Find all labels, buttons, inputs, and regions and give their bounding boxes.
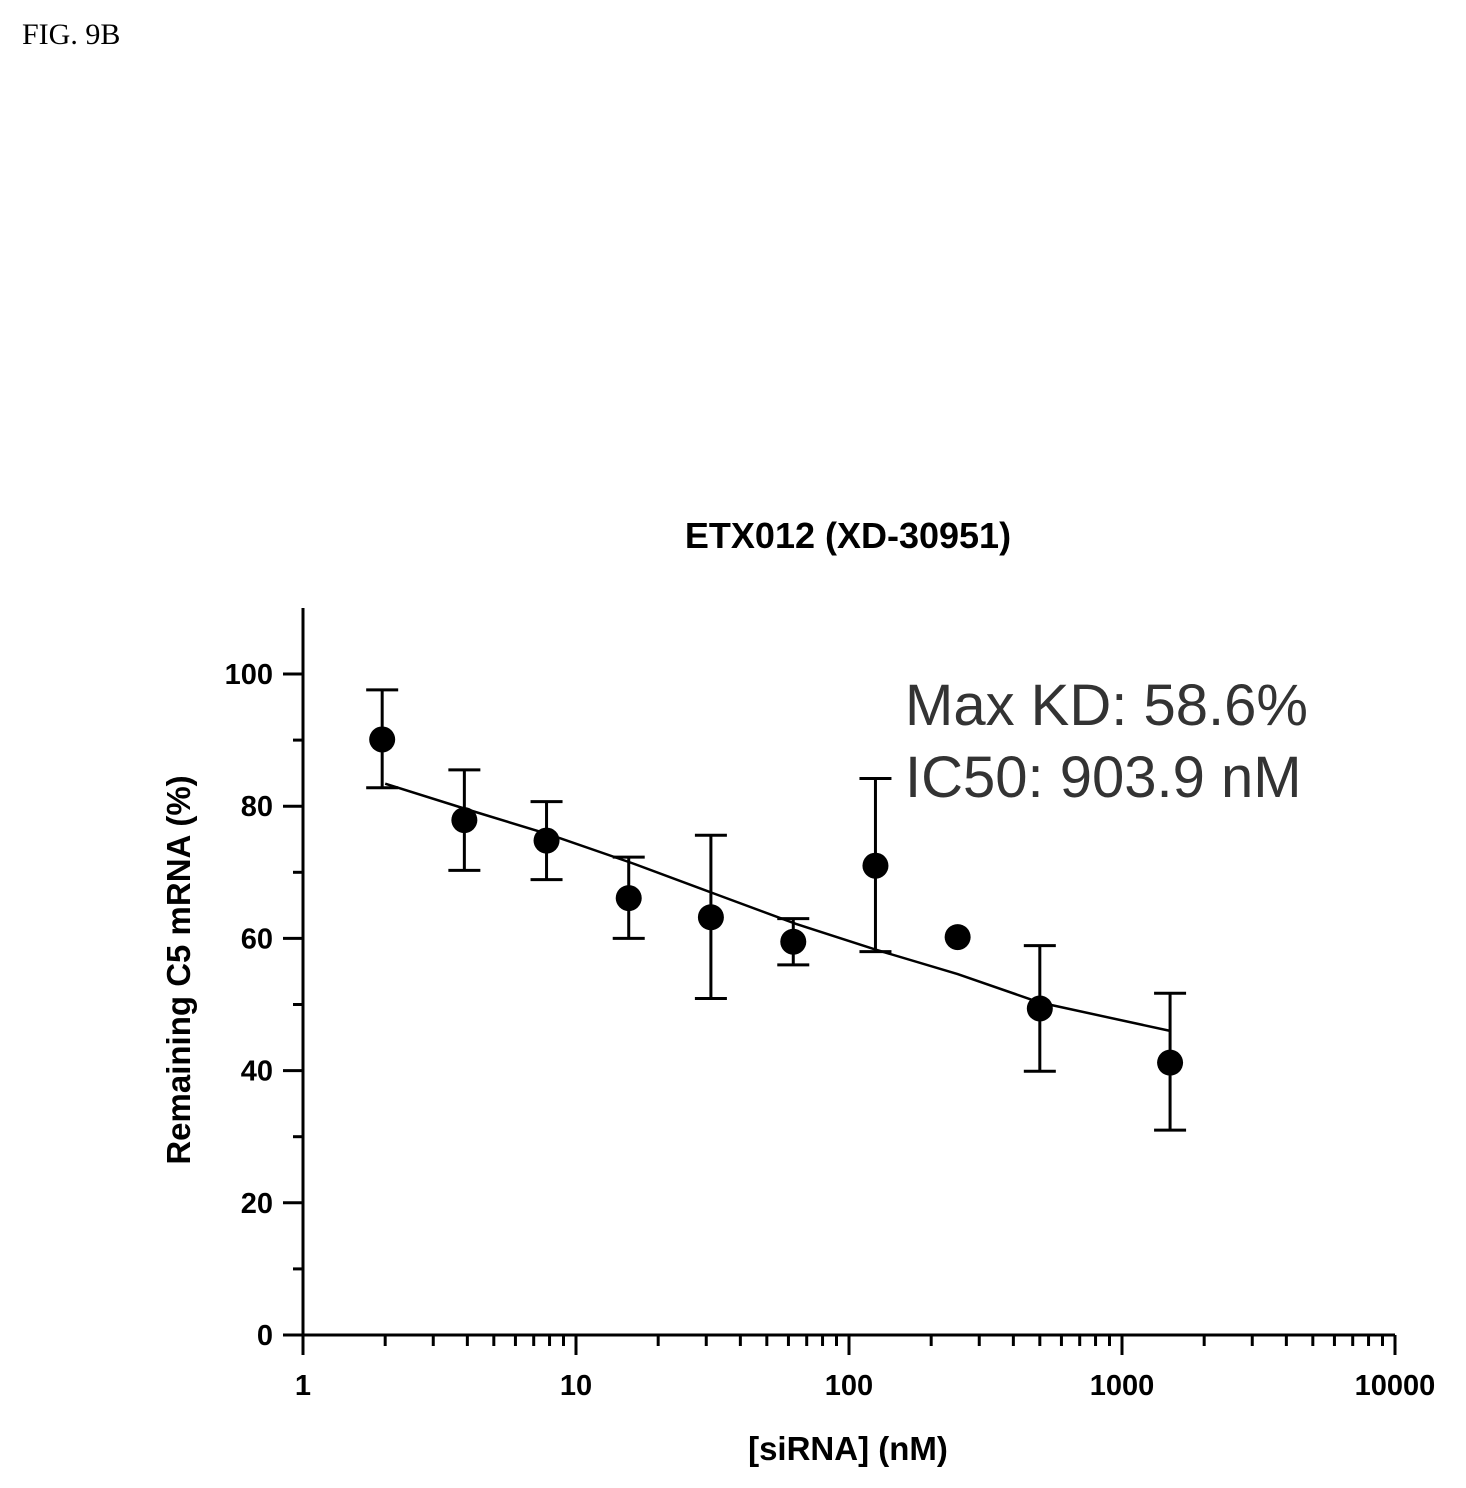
- y-tick-label: 80: [241, 791, 273, 823]
- data-point: [944, 924, 971, 951]
- data-point: [780, 928, 807, 955]
- data-point: [451, 807, 478, 834]
- x-tick-label: 100: [825, 1370, 873, 1402]
- fit-curve: [384, 782, 1171, 1033]
- y-tick-label: 20: [241, 1188, 273, 1220]
- data-point: [615, 885, 642, 912]
- x-tick-label: 1000: [1090, 1370, 1155, 1402]
- data-point: [1157, 1049, 1184, 1076]
- data-point: [533, 827, 560, 854]
- y-axis-label: Remaining C5 mRNA (%): [160, 775, 197, 1164]
- y-tick-label: 40: [241, 1056, 273, 1088]
- data-point: [369, 726, 396, 753]
- x-tick-label: 10: [560, 1370, 592, 1402]
- data-point: [1026, 995, 1053, 1022]
- data-point: [862, 852, 889, 879]
- y-tick-label: 60: [241, 923, 273, 955]
- x-tick-label: 1: [295, 1370, 311, 1402]
- y-tick-label: 0: [257, 1320, 273, 1352]
- x-tick-label: 10000: [1355, 1370, 1436, 1402]
- figure-label: FIG. 9B: [22, 18, 121, 51]
- ic50-annotation: IC50: 903.9 nM: [905, 745, 1302, 810]
- x-axis-label: [siRNA] (nM): [748, 1430, 948, 1467]
- y-tick-label: 100: [225, 659, 273, 691]
- data-point: [697, 904, 724, 931]
- chart-title: ETX012 (XD-30951): [685, 515, 1011, 556]
- max-kd-annotation: Max KD: 58.6%: [905, 673, 1308, 738]
